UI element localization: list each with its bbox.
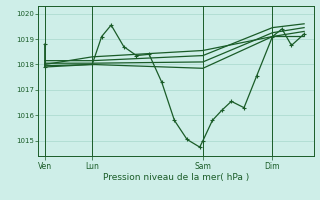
- X-axis label: Pression niveau de la mer( hPa ): Pression niveau de la mer( hPa ): [103, 173, 249, 182]
